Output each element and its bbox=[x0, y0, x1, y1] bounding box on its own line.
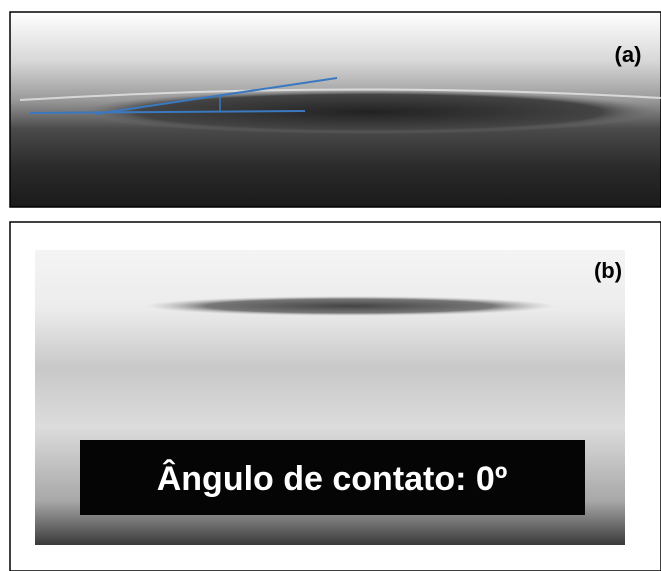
panel-a: (a) bbox=[10, 12, 661, 207]
caption: Ângulo de contato: 0º bbox=[157, 460, 508, 498]
droplet bbox=[145, 296, 555, 316]
panel-label: (b) bbox=[594, 258, 622, 283]
figure: (a) Ângulo de contato: 0º (b) bbox=[0, 0, 661, 571]
panel-b: Ângulo de contato: 0º (b) bbox=[10, 222, 661, 571]
panel-label: (a) bbox=[615, 42, 642, 67]
